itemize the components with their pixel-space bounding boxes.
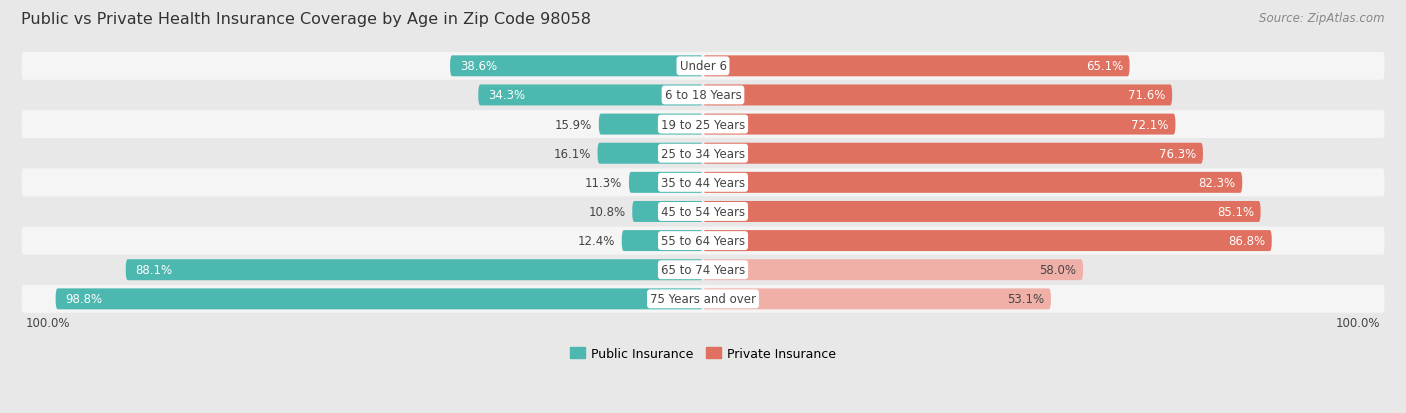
Text: 71.6%: 71.6% <box>1128 89 1166 102</box>
Text: 65.1%: 65.1% <box>1085 60 1123 73</box>
FancyBboxPatch shape <box>703 114 1175 135</box>
Legend: Public Insurance, Private Insurance: Public Insurance, Private Insurance <box>565 342 841 365</box>
FancyBboxPatch shape <box>21 256 1385 284</box>
Text: 82.3%: 82.3% <box>1198 176 1236 190</box>
Text: Source: ZipAtlas.com: Source: ZipAtlas.com <box>1260 12 1385 25</box>
FancyBboxPatch shape <box>21 140 1385 168</box>
Text: 34.3%: 34.3% <box>488 89 526 102</box>
Text: 55 to 64 Years: 55 to 64 Years <box>661 235 745 247</box>
Text: 15.9%: 15.9% <box>555 118 592 131</box>
FancyBboxPatch shape <box>703 230 1272 252</box>
Text: 11.3%: 11.3% <box>585 176 623 190</box>
FancyBboxPatch shape <box>628 173 703 193</box>
FancyBboxPatch shape <box>703 260 1083 280</box>
Text: 53.1%: 53.1% <box>1007 293 1045 306</box>
FancyBboxPatch shape <box>450 56 703 77</box>
Text: Public vs Private Health Insurance Coverage by Age in Zip Code 98058: Public vs Private Health Insurance Cover… <box>21 12 591 27</box>
FancyBboxPatch shape <box>703 85 1173 106</box>
Text: 88.1%: 88.1% <box>135 263 173 277</box>
FancyBboxPatch shape <box>598 143 703 164</box>
Text: 38.6%: 38.6% <box>460 60 498 73</box>
Text: 45 to 54 Years: 45 to 54 Years <box>661 206 745 218</box>
Text: 72.1%: 72.1% <box>1132 118 1168 131</box>
Text: 19 to 25 Years: 19 to 25 Years <box>661 118 745 131</box>
Text: 25 to 34 Years: 25 to 34 Years <box>661 147 745 160</box>
FancyBboxPatch shape <box>56 289 703 310</box>
FancyBboxPatch shape <box>703 289 1050 310</box>
FancyBboxPatch shape <box>478 85 703 106</box>
Text: 12.4%: 12.4% <box>578 235 616 247</box>
Text: Under 6: Under 6 <box>679 60 727 73</box>
FancyBboxPatch shape <box>21 227 1385 255</box>
Text: 35 to 44 Years: 35 to 44 Years <box>661 176 745 190</box>
FancyBboxPatch shape <box>703 56 1129 77</box>
Text: 75 Years and over: 75 Years and over <box>650 293 756 306</box>
FancyBboxPatch shape <box>599 114 703 135</box>
FancyBboxPatch shape <box>703 173 1243 193</box>
FancyBboxPatch shape <box>21 82 1385 110</box>
FancyBboxPatch shape <box>21 285 1385 313</box>
Text: 6 to 18 Years: 6 to 18 Years <box>665 89 741 102</box>
FancyBboxPatch shape <box>21 53 1385 81</box>
FancyBboxPatch shape <box>21 169 1385 197</box>
FancyBboxPatch shape <box>21 198 1385 226</box>
Text: 85.1%: 85.1% <box>1218 206 1254 218</box>
FancyBboxPatch shape <box>703 202 1261 223</box>
FancyBboxPatch shape <box>633 202 703 223</box>
Text: 65 to 74 Years: 65 to 74 Years <box>661 263 745 277</box>
FancyBboxPatch shape <box>703 143 1204 164</box>
Text: 10.8%: 10.8% <box>589 206 626 218</box>
Text: 98.8%: 98.8% <box>66 293 103 306</box>
FancyBboxPatch shape <box>125 260 703 280</box>
FancyBboxPatch shape <box>621 230 703 252</box>
FancyBboxPatch shape <box>21 111 1385 139</box>
Text: 16.1%: 16.1% <box>554 147 591 160</box>
Text: 76.3%: 76.3% <box>1159 147 1197 160</box>
Text: 86.8%: 86.8% <box>1227 235 1265 247</box>
Text: 58.0%: 58.0% <box>1039 263 1077 277</box>
